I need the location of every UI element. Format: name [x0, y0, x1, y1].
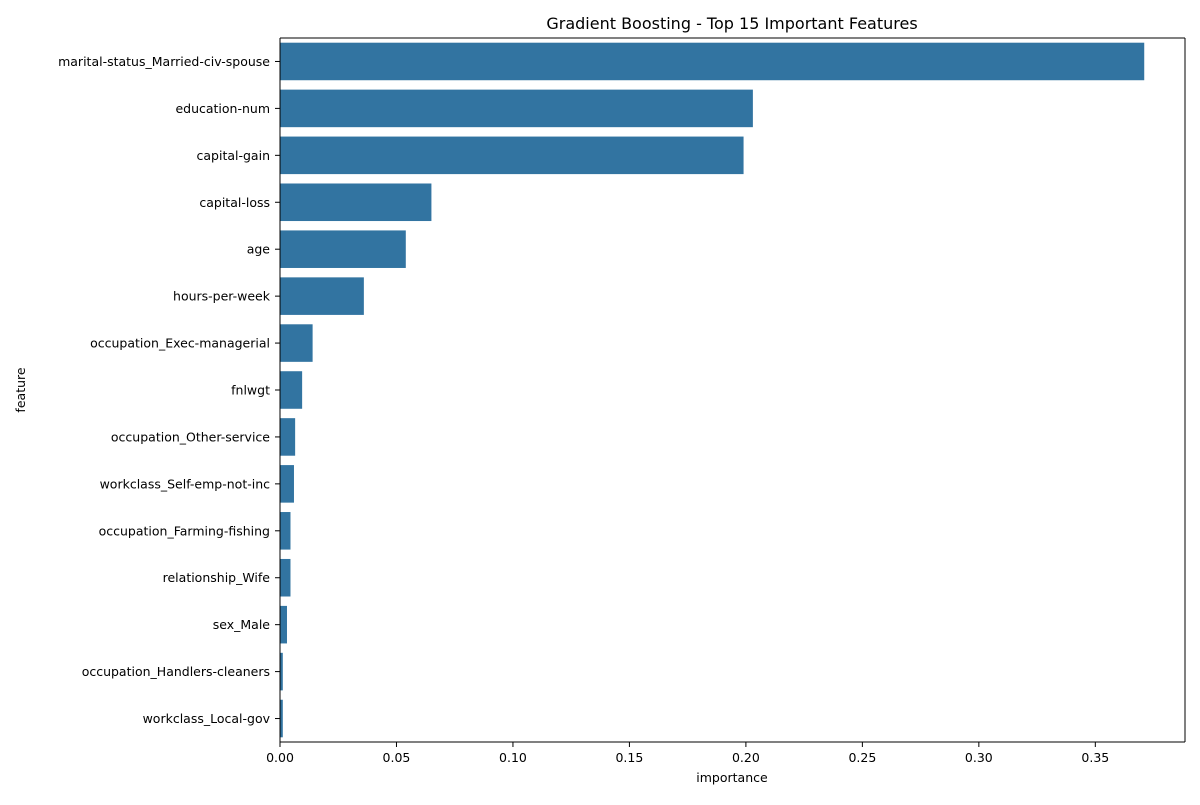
- bar-occupation-other-service: [280, 418, 296, 456]
- y-tick-label: sex_Male: [213, 617, 271, 632]
- x-tick-label: 0.20: [732, 750, 760, 765]
- y-tick-label: capital-loss: [199, 195, 270, 210]
- x-tick-label: 0.35: [1081, 750, 1109, 765]
- y-tick-label: hours-per-week: [173, 289, 271, 304]
- x-axis-ticks: 0.00 0.05 0.10 0.15 0.20 0.25 0.30 0.35: [266, 742, 1109, 765]
- bar-relationship-wife: [280, 558, 291, 597]
- y-tick-label: workclass_Self-emp-not-inc: [100, 476, 271, 491]
- y-axis-label: feature: [13, 367, 28, 412]
- x-tick-label: 0.05: [383, 750, 411, 765]
- y-tick-label: occupation_Exec-managerial: [90, 336, 270, 351]
- x-tick-label: 0.15: [615, 750, 643, 765]
- y-tick-label: occupation_Handlers-cleaners: [82, 664, 270, 679]
- bar-age: [280, 230, 406, 268]
- x-axis-label: importance: [696, 770, 768, 785]
- y-tick-label: fnlwgt: [231, 383, 270, 398]
- bars-group: [280, 42, 1145, 738]
- bar-occupation-farming-fishing: [280, 512, 291, 550]
- y-tick-label: occupation_Other-service: [111, 429, 270, 444]
- bar-hours-per-week: [280, 277, 364, 315]
- chart-title: Gradient Boosting - Top 15 Important Fea…: [546, 14, 917, 33]
- bar-occupation-handlers-cleaners: [280, 652, 283, 691]
- x-tick-label: 0.30: [965, 750, 993, 765]
- bar-occupation-exec-managerial: [280, 324, 313, 362]
- bar-marital-status-married-civ-spouse: [280, 42, 1145, 81]
- bar-workclass-local-gov: [280, 699, 283, 738]
- bar-fnlwgt: [280, 371, 303, 409]
- y-tick-label: workclass_Local-gov: [143, 711, 271, 726]
- bar-workclass-self-emp-not-inc: [280, 465, 294, 503]
- x-tick-label: 0.00: [266, 750, 294, 765]
- y-axis-ticks: marital-status_Married-civ-spouseeducati…: [58, 54, 280, 726]
- y-tick-label: relationship_Wife: [163, 570, 271, 585]
- x-tick-label: 0.25: [848, 750, 876, 765]
- bar-sex-male: [280, 605, 287, 644]
- y-tick-label: occupation_Farming-fishing: [99, 523, 270, 538]
- y-tick-label: capital-gain: [197, 148, 270, 163]
- bar-education-num: [280, 89, 753, 128]
- bar-capital-loss: [280, 183, 432, 222]
- bar-capital-gain: [280, 136, 744, 175]
- y-tick-label: marital-status_Married-civ-spouse: [58, 54, 270, 69]
- y-tick-label: education-num: [175, 101, 270, 116]
- x-tick-label: 0.10: [499, 750, 527, 765]
- y-tick-label: age: [247, 242, 271, 257]
